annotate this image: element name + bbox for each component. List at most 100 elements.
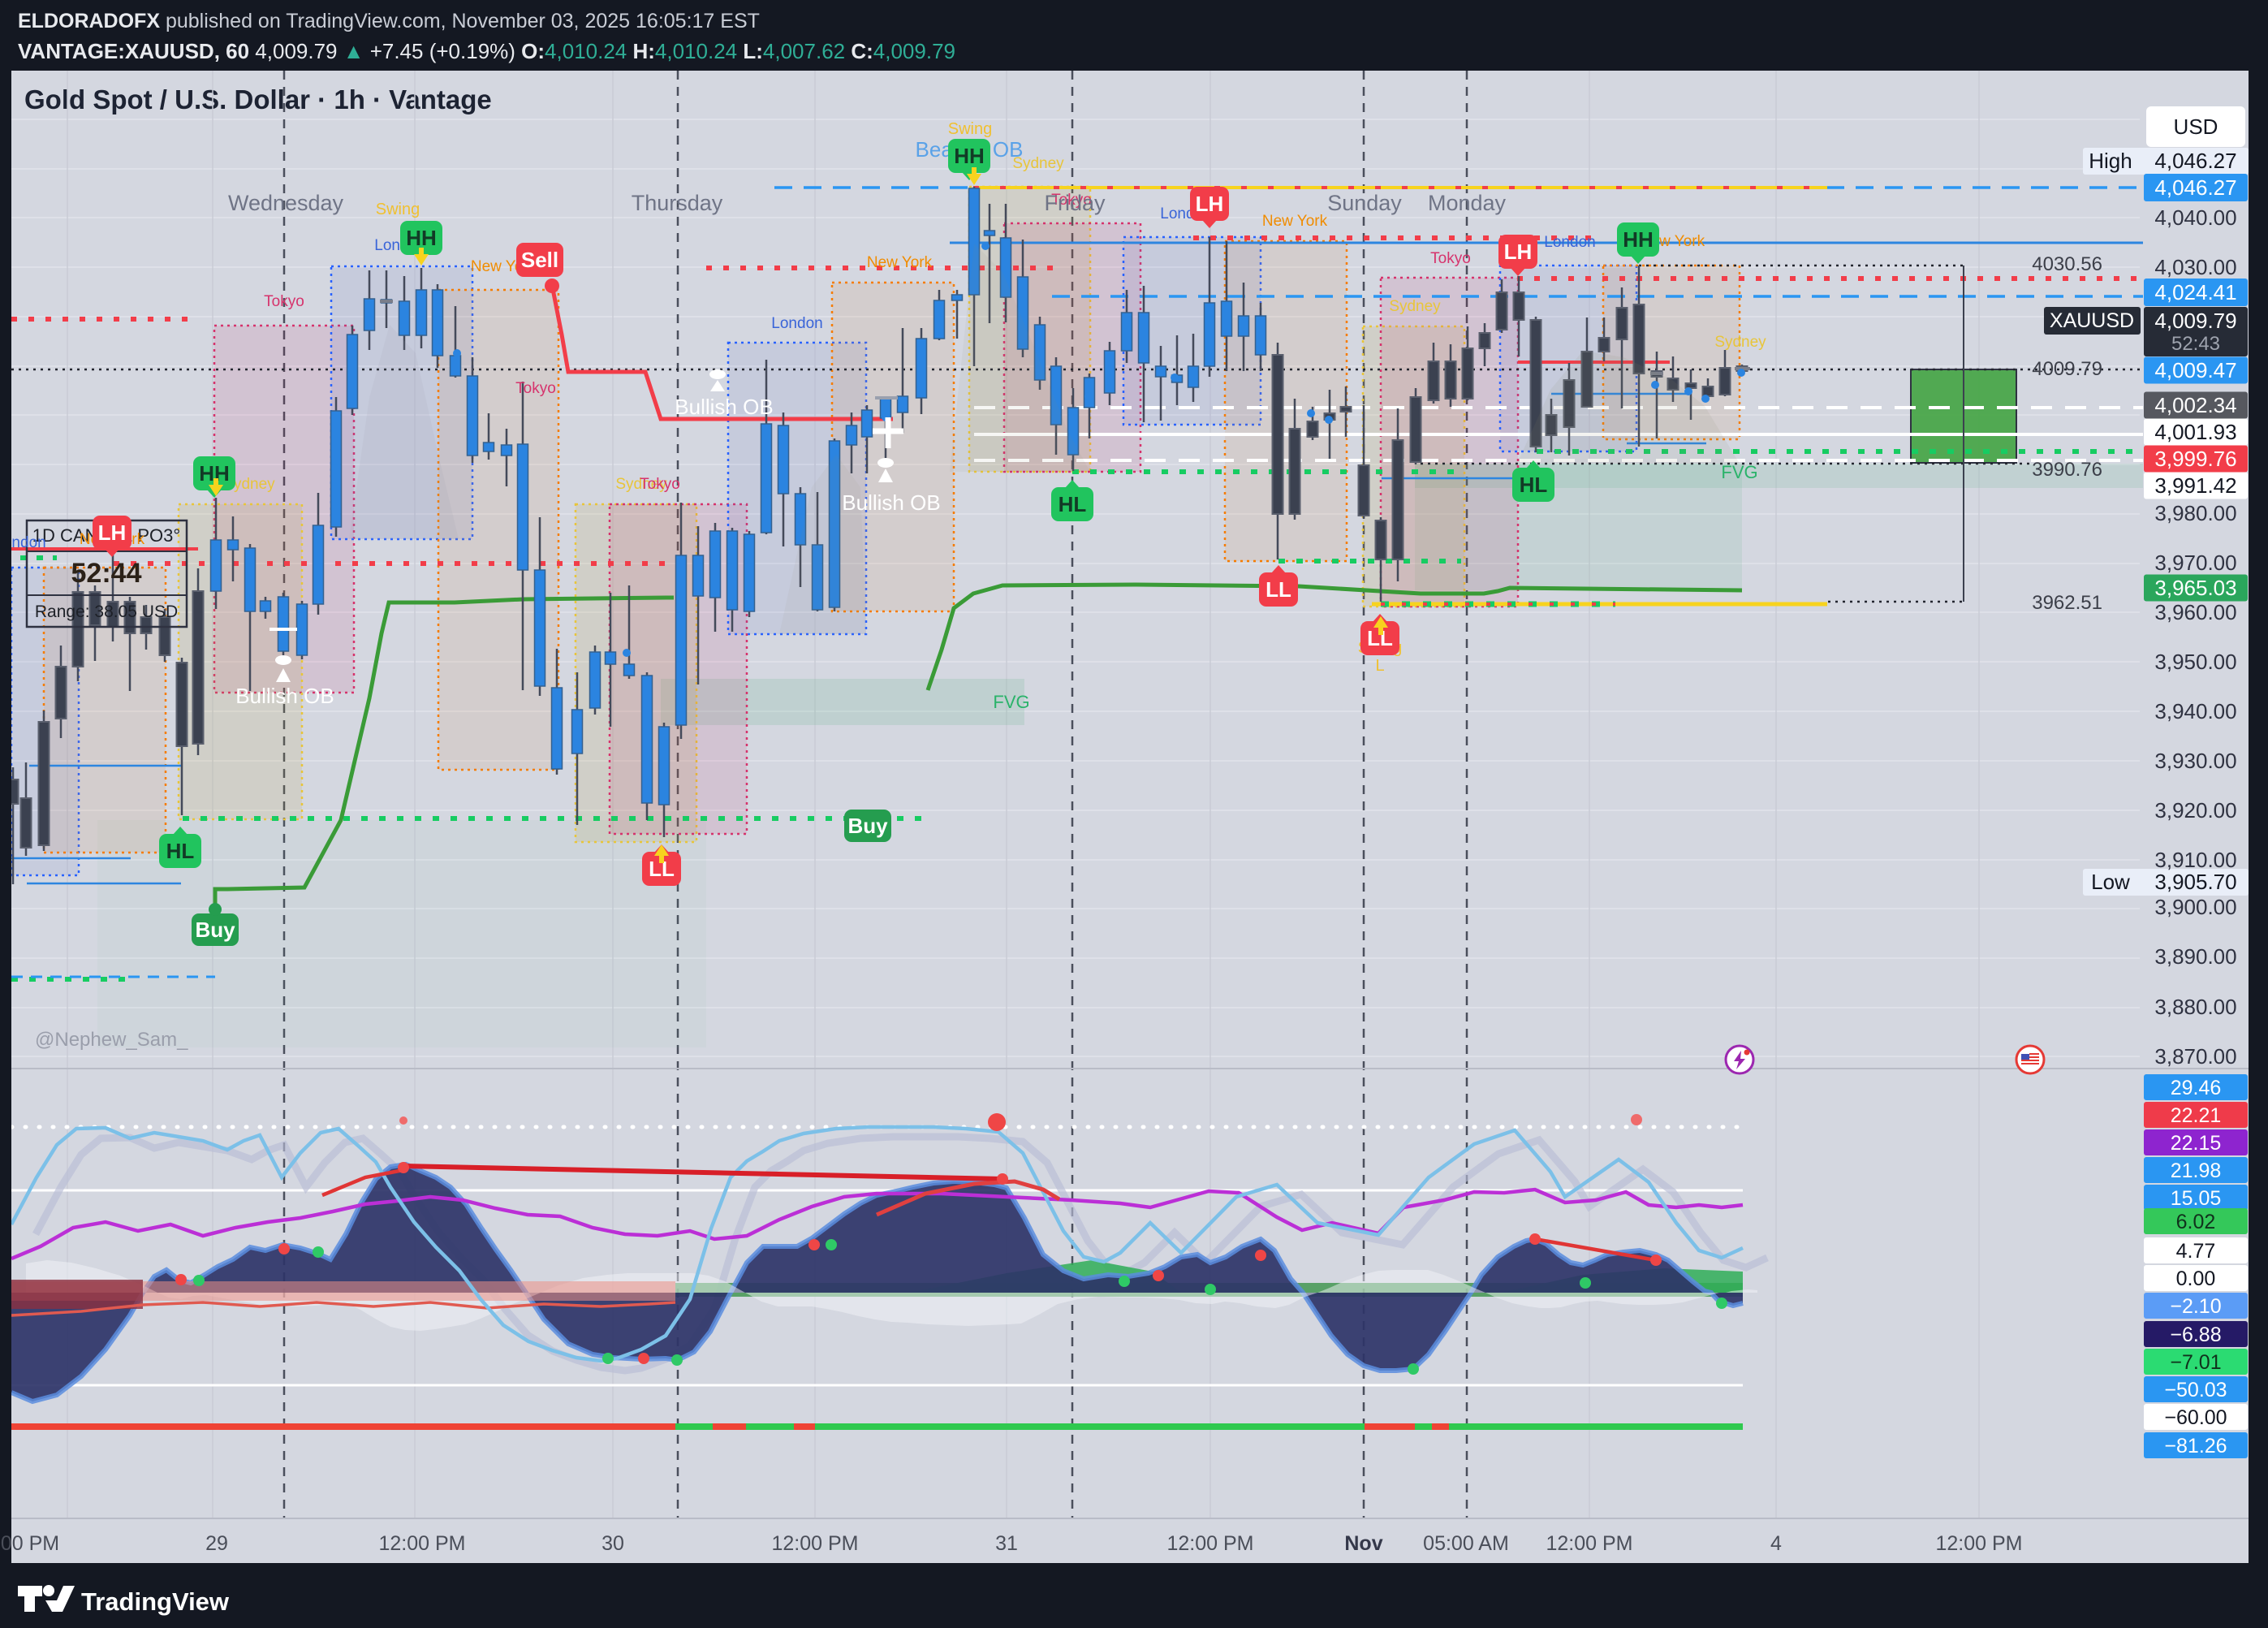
svg-text:29.46: 29.46 bbox=[2171, 1077, 2222, 1099]
svg-text:HH: HH bbox=[1623, 227, 1654, 252]
svg-text:London: London bbox=[1544, 234, 1595, 251]
svg-text:52:44: 52:44 bbox=[71, 558, 142, 589]
svg-text:HH: HH bbox=[406, 226, 437, 250]
svg-text:−50.03: −50.03 bbox=[2164, 1379, 2227, 1401]
svg-text:Range: 38.05 USD: Range: 38.05 USD bbox=[35, 602, 178, 621]
svg-text:4,024.41: 4,024.41 bbox=[2154, 280, 2236, 304]
svg-text:Monday: Monday bbox=[1428, 191, 1507, 215]
svg-text:4030.56: 4030.56 bbox=[2032, 253, 2102, 275]
svg-text:4,009.47: 4,009.47 bbox=[2154, 358, 2236, 382]
svg-text:Swing: Swing bbox=[948, 120, 992, 138]
svg-text:3,950.00: 3,950.00 bbox=[2154, 650, 2236, 674]
svg-text:−2.10: −2.10 bbox=[2170, 1295, 2221, 1318]
svg-text:Sydney: Sydney bbox=[1389, 298, 1441, 315]
svg-text:−7.01: −7.01 bbox=[2170, 1351, 2221, 1374]
svg-text:3,900.00: 3,900.00 bbox=[2154, 895, 2236, 919]
svg-text:3,920.00: 3,920.00 bbox=[2154, 798, 2236, 823]
svg-text:22.21: 22.21 bbox=[2171, 1104, 2222, 1127]
svg-text:Thursday: Thursday bbox=[632, 191, 723, 215]
svg-text:30: 30 bbox=[601, 1532, 624, 1555]
svg-text:Low: Low bbox=[2091, 870, 2130, 894]
svg-text:12:00 PM: 12:00 PM bbox=[1166, 1532, 1253, 1555]
svg-text:00 PM: 00 PM bbox=[1, 1532, 59, 1555]
svg-text:London: London bbox=[771, 315, 822, 332]
svg-text:Sydney: Sydney bbox=[615, 476, 667, 493]
svg-text:3,940.00: 3,940.00 bbox=[2154, 699, 2236, 723]
svg-text:Sell: Sell bbox=[521, 248, 558, 272]
svg-text:Wednesday: Wednesday bbox=[228, 191, 344, 215]
svg-text:4,001.93: 4,001.93 bbox=[2154, 420, 2236, 444]
svg-text:29: 29 bbox=[205, 1532, 228, 1555]
svg-text:HL: HL bbox=[166, 839, 195, 863]
svg-text:15.05: 15.05 bbox=[2171, 1187, 2222, 1210]
svg-text:Tokyo: Tokyo bbox=[515, 380, 556, 397]
svg-text:3,970.00: 3,970.00 bbox=[2154, 551, 2236, 575]
svg-text:6.02: 6.02 bbox=[2176, 1211, 2216, 1233]
svg-text:4: 4 bbox=[1770, 1532, 1782, 1555]
svg-text:@Nephew_Sam_: @Nephew_Sam_ bbox=[35, 1029, 188, 1051]
svg-text:4,030.00: 4,030.00 bbox=[2154, 255, 2236, 279]
svg-text:Tokyo: Tokyo bbox=[264, 293, 304, 310]
svg-text:−6.88: −6.88 bbox=[2170, 1324, 2221, 1346]
svg-text:3990.76: 3990.76 bbox=[2032, 459, 2102, 481]
svg-text:LL: LL bbox=[1266, 577, 1291, 602]
svg-text:FVG: FVG bbox=[1721, 462, 1757, 482]
svg-text:Sunday: Sunday bbox=[1327, 191, 1402, 215]
svg-text:New York: New York bbox=[867, 254, 933, 271]
svg-text:Swing: Swing bbox=[376, 201, 420, 218]
svg-text:3,890.00: 3,890.00 bbox=[2154, 944, 2236, 969]
svg-text:22.15: 22.15 bbox=[2171, 1132, 2222, 1155]
svg-text:4,046.27: 4,046.27 bbox=[2154, 149, 2236, 173]
svg-text:Bullish OB: Bullish OB bbox=[842, 490, 940, 515]
svg-text:HL: HL bbox=[1059, 492, 1087, 516]
svg-text:XAUUSD: XAUUSD bbox=[2050, 309, 2134, 332]
svg-text:Buy: Buy bbox=[195, 918, 235, 942]
svg-text:52:43: 52:43 bbox=[2171, 333, 2220, 355]
svg-text:4,002.34: 4,002.34 bbox=[2154, 393, 2236, 417]
svg-text:Tokyo: Tokyo bbox=[1430, 250, 1471, 267]
svg-text:Sydney: Sydney bbox=[1012, 155, 1064, 172]
svg-text:12:00 PM: 12:00 PM bbox=[771, 1532, 858, 1555]
svg-text:USD: USD bbox=[2174, 114, 2218, 139]
svg-text:4,040.00: 4,040.00 bbox=[2154, 205, 2236, 230]
svg-text:3,991.42: 3,991.42 bbox=[2154, 473, 2236, 498]
svg-text:3962.51: 3962.51 bbox=[2032, 592, 2102, 614]
svg-text:21.98: 21.98 bbox=[2171, 1159, 2222, 1182]
svg-text:4,046.27: 4,046.27 bbox=[2154, 175, 2236, 200]
svg-text:Friday: Friday bbox=[1044, 191, 1106, 215]
svg-text:3,980.00: 3,980.00 bbox=[2154, 501, 2236, 525]
svg-text:London: London bbox=[0, 534, 46, 551]
svg-text:VANTAGE:XAUUSD, 60 4,009.79 ▲: VANTAGE:XAUUSD, 60 4,009.79 ▲ +7.45 (+0.… bbox=[18, 39, 955, 63]
svg-text:31: 31 bbox=[995, 1532, 1018, 1555]
svg-text:Gold Spot / U.S. Dollar · 1h ·: Gold Spot / U.S. Dollar · 1h · Vantage bbox=[24, 84, 492, 114]
svg-text:05:00 AM: 05:00 AM bbox=[1423, 1532, 1509, 1555]
svg-text:L: L bbox=[1375, 657, 1384, 675]
svg-text:3,930.00: 3,930.00 bbox=[2154, 749, 2236, 773]
svg-text:LH: LH bbox=[1504, 240, 1533, 264]
svg-text:LH: LH bbox=[98, 520, 127, 545]
svg-text:−60.00: −60.00 bbox=[2164, 1406, 2227, 1429]
svg-text:LH: LH bbox=[1196, 192, 1224, 216]
svg-text:Tokyo: Tokyo bbox=[1051, 192, 1092, 209]
svg-text:HL: HL bbox=[1520, 473, 1548, 497]
svg-text:12:00 PM: 12:00 PM bbox=[378, 1532, 465, 1555]
svg-text:HH: HH bbox=[954, 144, 985, 168]
svg-text:Sydney: Sydney bbox=[223, 476, 275, 493]
svg-text:4,009.79: 4,009.79 bbox=[2154, 309, 2236, 333]
svg-text:New York: New York bbox=[1262, 213, 1328, 230]
svg-text:4009.79: 4009.79 bbox=[2032, 358, 2102, 380]
svg-text:Buy: Buy bbox=[847, 814, 888, 838]
svg-text:12:00 PM: 12:00 PM bbox=[1935, 1532, 2022, 1555]
svg-text:High: High bbox=[2089, 149, 2132, 173]
svg-text:Tokyo: Tokyo bbox=[640, 476, 680, 493]
svg-text:Bullish OB: Bullish OB bbox=[675, 395, 773, 419]
svg-text:Bullish OB: Bullish OB bbox=[235, 684, 334, 708]
svg-text:−81.26: −81.26 bbox=[2164, 1435, 2227, 1457]
svg-text:4.77: 4.77 bbox=[2176, 1240, 2216, 1263]
svg-text:3,910.00: 3,910.00 bbox=[2154, 848, 2236, 872]
svg-text:ELDORADOFX published on Tradin: ELDORADOFX published on TradingView.com,… bbox=[18, 10, 760, 32]
svg-text:3,905.70: 3,905.70 bbox=[2154, 870, 2236, 894]
svg-text:FVG: FVG bbox=[993, 692, 1029, 712]
svg-text:3,870.00: 3,870.00 bbox=[2154, 1044, 2236, 1069]
svg-text:Sydney: Sydney bbox=[1714, 334, 1766, 351]
